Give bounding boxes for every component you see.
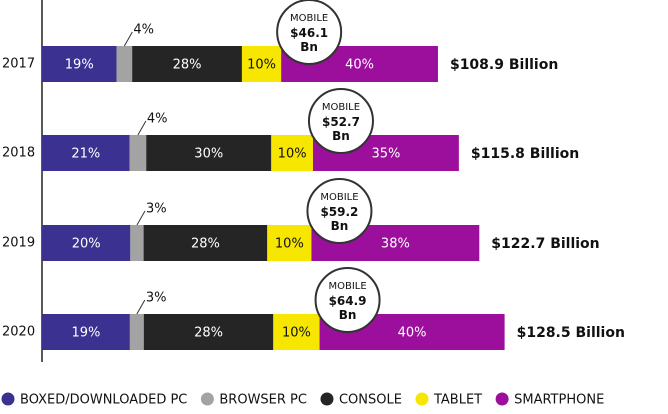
bar-segment: [241, 46, 282, 82]
value-label: 19%: [71, 326, 100, 341]
value-label: 28%: [173, 58, 202, 73]
y-tick-label: 2019: [2, 236, 35, 251]
legend-label: BOXED/DOWNLOADED PC: [20, 393, 187, 408]
legend-swatch: [495, 392, 509, 406]
y-tick-label: 2018: [2, 146, 35, 161]
mobile-badge: [276, 0, 343, 65]
value-label: 28%: [191, 237, 220, 252]
value-label: 19%: [65, 58, 94, 73]
bar-segment: [271, 135, 313, 171]
bar-segment: [42, 46, 117, 82]
value-label: 4%: [133, 23, 154, 38]
value-label: 30%: [194, 147, 223, 162]
value-label: 28%: [194, 326, 223, 341]
leader-line: [136, 210, 146, 226]
mobile-value: $59.2 Bn: [320, 205, 358, 233]
bar-segment: [129, 135, 147, 171]
mobile-label: MOBILE: [322, 102, 360, 113]
y-tick-label: 2020: [2, 325, 35, 340]
bar-segment: [116, 46, 133, 82]
mobile-label: MOBILE: [328, 281, 366, 292]
mobile-label: MOBILE: [320, 192, 358, 203]
legend-swatch: [320, 392, 334, 406]
legend-label: SMARTPHONE: [514, 393, 604, 408]
bar-segment: [273, 314, 320, 350]
value-label: 3%: [146, 202, 167, 217]
mobile-badge: [314, 267, 381, 333]
value-label: 40%: [398, 326, 427, 341]
mobile-badge: [307, 88, 374, 154]
value-label: 10%: [278, 147, 307, 162]
mobile-label: MOBILE: [290, 13, 328, 24]
legend-label: CONSOLE: [339, 393, 402, 408]
bar-segment: [42, 135, 130, 171]
bar-segment: [143, 225, 268, 261]
mobile-badge: [306, 178, 373, 244]
legend-swatch: [1, 392, 15, 406]
total-label: $108.9 Billion: [450, 57, 558, 73]
mobile-value: $52.7 Bn: [322, 115, 360, 143]
value-label: 10%: [275, 237, 304, 252]
value-label: 38%: [381, 237, 410, 252]
value-label: 21%: [71, 147, 100, 162]
value-label: 4%: [147, 112, 168, 127]
total-label: $128.5 Billion: [517, 325, 625, 341]
mobile-value: $46.1 Bn: [290, 26, 328, 54]
legend-label: TABLET: [433, 393, 482, 408]
bar-segment: [146, 135, 272, 171]
bar-segment: [129, 314, 144, 350]
value-label: 3%: [146, 291, 167, 306]
value-label: 35%: [371, 147, 400, 162]
bar-segment: [130, 225, 144, 261]
leader-line: [123, 31, 133, 47]
total-label: $122.7 Billion: [491, 236, 599, 252]
value-label: 10%: [282, 326, 311, 341]
value-label: 10%: [247, 58, 276, 73]
bar-segment: [143, 314, 274, 350]
legend-label: BROWSER PC: [219, 393, 307, 408]
y-tick-label: 2017: [2, 57, 35, 72]
mobile-value: $64.9 Bn: [329, 294, 367, 322]
legend-swatch: [200, 392, 214, 406]
bar-segment: [42, 225, 131, 261]
total-label: $115.8 Billion: [471, 146, 579, 162]
value-label: 20%: [72, 237, 101, 252]
value-label: 40%: [345, 58, 374, 73]
leader-line: [136, 299, 146, 315]
bar-segment: [42, 314, 130, 350]
bar-segment: [132, 46, 242, 82]
legend-swatch: [415, 392, 429, 406]
bar-segment: [267, 225, 312, 261]
leader-line: [137, 120, 147, 136]
